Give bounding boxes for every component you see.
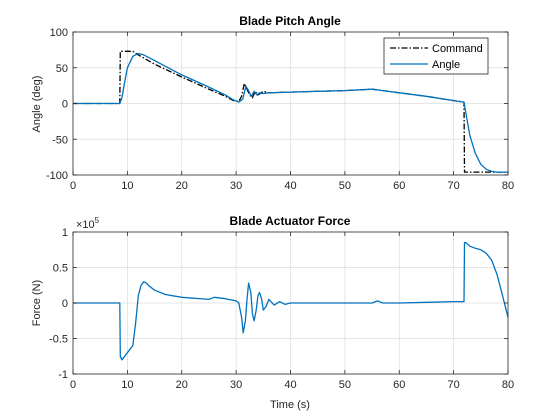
force-exponent-label: ×105 (76, 216, 100, 231)
legend-box (383, 37, 489, 75)
pitch-angle-ytick-label: 0 (62, 99, 68, 111)
pitch-angle-xtick-label: 20 (176, 180, 188, 192)
actuator-force-xtick-label: 50 (339, 379, 351, 391)
pitch-angle-series-angle-line (73, 52, 508, 173)
force-exponent-base: ×10 (76, 219, 95, 231)
force-exponent-power: 5 (95, 216, 100, 225)
pitch-angle-ytick-label: 50 (56, 63, 68, 75)
actuator-force-xtick-label: 20 (176, 379, 188, 391)
pitch-angle-xtick-label: 0 (70, 180, 76, 192)
actuator-force-xtick-label: 0 (70, 379, 76, 391)
actuator-force-ytick-label: 0.5 (53, 263, 68, 275)
actuator-force-ytick-label: -1 (58, 369, 68, 381)
pitch-angle-ytick-label: -100 (46, 170, 68, 182)
actuator-force-ylabel: Force (N) (31, 280, 43, 326)
pitch-angle-axes: 0 10 20 30 40 50 60 70 80 -100 -50 0 50 100 Blade Pit… (31, 14, 514, 192)
pitch-angle-ylabel: Angle (deg) (31, 76, 43, 133)
actuator-force-ytick-label: -0.5 (49, 334, 68, 346)
actuator-force-ytick-label: 1 (62, 227, 68, 239)
pitch-angle-series-group (73, 50, 508, 173)
pitch-angle-xtick-label: 80 (502, 180, 514, 192)
actuator-force-xtick-label: 40 (284, 379, 296, 391)
actuator-force-xlabel: Time (s) (270, 399, 310, 411)
actuator-force-xtick-label: 30 (230, 379, 242, 391)
actuator-force-axes: 0 10 20 30 40 50 60 70 80 -1 -0.5 0 0.5 1 Blade Actua… (31, 214, 514, 411)
pitch-angle-ticks: 0 10 20 30 40 50 60 70 80 -100 -50 0 50 100 (46, 27, 514, 192)
pitch-angle-ytick-label: -50 (52, 134, 68, 146)
pitch-angle-xtick-label: 70 (448, 180, 460, 192)
pitch-angle-xtick-label: 10 (121, 180, 133, 192)
pitch-angle-ytick-label: 100 (50, 27, 68, 39)
pitch-angle-title: Blade Pitch Angle (239, 14, 341, 28)
pitch-angle-legend: Command Angle (383, 37, 489, 75)
actuator-force-xtick-label: 80 (502, 379, 514, 391)
pitch-angle-xtick-label: 30 (230, 180, 242, 192)
actuator-force-xtick-label: 60 (393, 379, 405, 391)
pitch-angle-xtick-label: 50 (339, 180, 351, 192)
pitch-angle-xtick-label: 40 (284, 180, 296, 192)
actuator-force-title: Blade Actuator Force (230, 214, 351, 228)
legend-command-label: Command (432, 43, 483, 55)
legend-angle-label: Angle (432, 59, 460, 71)
actuator-force-series-force-line (73, 242, 509, 361)
actuator-force-series-group (73, 242, 509, 361)
actuator-force-xtick-label: 70 (448, 379, 460, 391)
actuator-force-xtick-label: 10 (121, 379, 133, 391)
actuator-force-ytick-label: 0 (62, 298, 68, 310)
pitch-angle-xtick-label: 60 (393, 180, 405, 192)
actuator-force-ticks: 0 10 20 30 40 50 60 70 80 -1 -0.5 0 0.5 1 (49, 227, 514, 391)
